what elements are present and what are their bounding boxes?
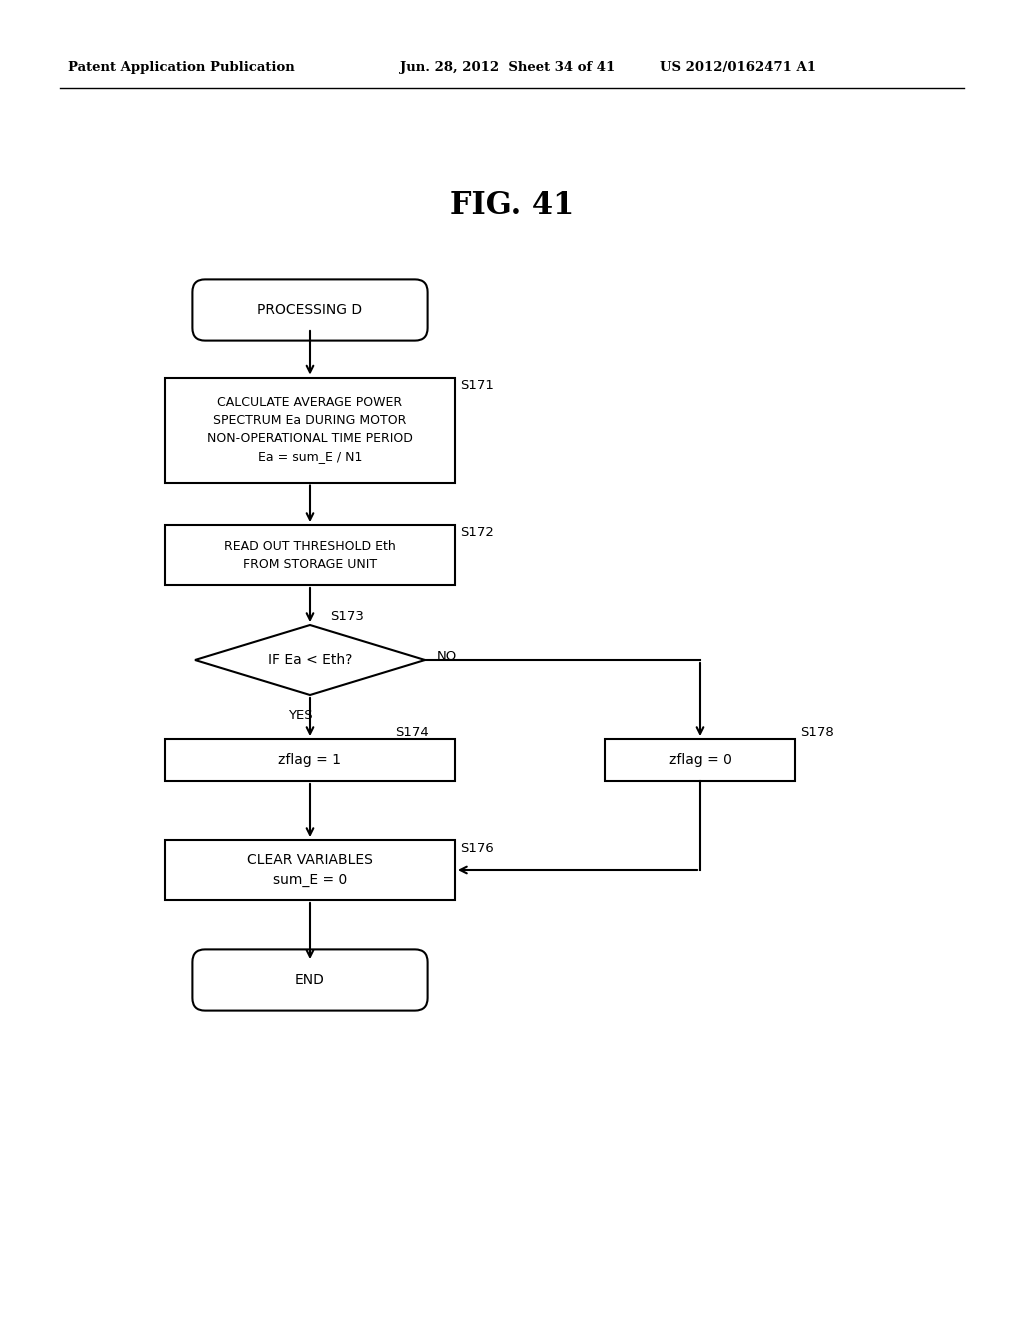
Text: zflag = 0: zflag = 0	[669, 752, 731, 767]
Text: US 2012/0162471 A1: US 2012/0162471 A1	[660, 62, 816, 74]
Text: IF Ea < Eth?: IF Ea < Eth?	[268, 653, 352, 667]
Bar	[165, 840, 455, 900]
Bar	[165, 378, 455, 483]
Text: YES: YES	[288, 709, 312, 722]
FancyBboxPatch shape	[193, 280, 428, 341]
Text: S174: S174	[395, 726, 429, 739]
FancyBboxPatch shape	[193, 949, 428, 1011]
Text: S176: S176	[460, 842, 494, 854]
Text: Patent Application Publication: Patent Application Publication	[68, 62, 295, 74]
Text: READ OUT THRESHOLD Eth
FROM STORAGE UNIT: READ OUT THRESHOLD Eth FROM STORAGE UNIT	[224, 540, 396, 570]
Text: CALCULATE AVERAGE POWER
SPECTRUM Ea DURING MOTOR
NON-OPERATIONAL TIME PERIOD
Ea : CALCULATE AVERAGE POWER SPECTRUM Ea DURI…	[207, 396, 413, 463]
Polygon shape	[195, 624, 425, 696]
Bar	[165, 525, 455, 585]
Text: S172: S172	[460, 527, 494, 540]
Text: CLEAR VARIABLES
sum_E = 0: CLEAR VARIABLES sum_E = 0	[247, 853, 373, 887]
Text: S178: S178	[800, 726, 834, 739]
Text: S173: S173	[330, 610, 364, 623]
Text: PROCESSING D: PROCESSING D	[257, 304, 362, 317]
Text: NO: NO	[437, 649, 458, 663]
Text: S171: S171	[460, 379, 494, 392]
Text: END: END	[295, 973, 325, 987]
Text: FIG. 41: FIG. 41	[450, 190, 574, 220]
Text: zflag = 1: zflag = 1	[279, 752, 341, 767]
Bar	[165, 739, 455, 781]
Bar	[605, 739, 795, 781]
Text: Jun. 28, 2012  Sheet 34 of 41: Jun. 28, 2012 Sheet 34 of 41	[400, 62, 615, 74]
